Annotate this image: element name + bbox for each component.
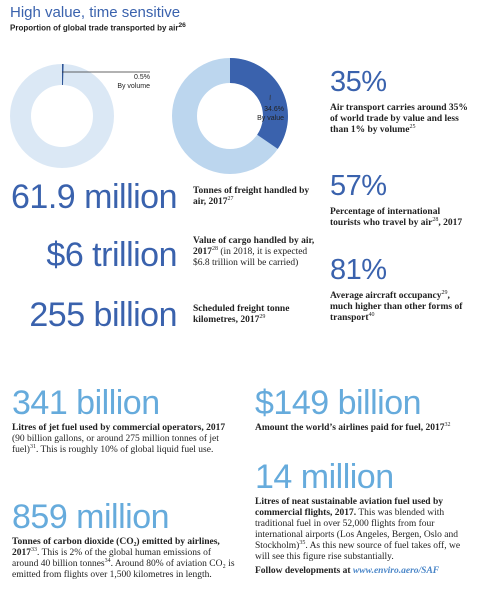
footnote-ref: 28 xyxy=(212,245,218,252)
bold-text: Litres of jet fuel used by commercial op… xyxy=(12,423,226,433)
donut-label: By volume xyxy=(117,83,150,90)
text: Proportion of global trade transported b… xyxy=(10,23,179,33)
stat-text: Tonnes of carbon dioxide (CO₂) emitted b… xyxy=(12,537,237,581)
donut-slice xyxy=(62,64,64,86)
bold-text: Tonnes of freight handled by air, 2017 xyxy=(193,186,310,207)
stat: 859 million Tonnes of carbon dioxide (CO₂… xyxy=(12,498,237,581)
subtitle: Proportion of global trade transported b… xyxy=(10,22,186,33)
bold-text: Amount the world’s airlines paid for fue… xyxy=(255,423,445,433)
stat-text: Percentage of international tourists who… xyxy=(330,207,470,229)
bold-text: Air transport carries around 35% of worl… xyxy=(330,103,468,135)
donut-track xyxy=(10,64,114,168)
bold-text: Follow developments at xyxy=(255,566,353,576)
stat-text: Air transport carries around 35% of worl… xyxy=(330,103,470,136)
footnote-ref: 40 xyxy=(368,311,375,318)
stat-number: 81% xyxy=(330,254,387,286)
footnote-ref: 35 xyxy=(299,539,306,546)
stat-text: Scheduled freight tonne kilometres, 2017… xyxy=(193,304,321,326)
text: . This is 2% of the global human emissio… xyxy=(12,548,211,569)
stat-text: Average aircraft occupancy29, much highe… xyxy=(330,289,470,324)
value-label: 34.6% xyxy=(264,106,284,113)
stat-number: 255 billion xyxy=(29,296,177,334)
footnote-ref: 28 xyxy=(432,216,439,223)
stat-number: $6 trillion xyxy=(46,236,177,274)
stat-text: Amount the world’s airlines paid for fue… xyxy=(255,421,475,434)
text: (90 billion gallons, or around 275 milli… xyxy=(12,434,219,455)
stat: 57% Percentage of international tourists … xyxy=(330,170,470,229)
footnote-ref: 32 xyxy=(444,421,451,428)
stat: 14 million Litres of neat sustainable avi… xyxy=(255,458,470,563)
stat-number: 35% xyxy=(330,66,387,98)
footnote-ref: 29 xyxy=(441,289,448,296)
stat-number: $149 billion xyxy=(255,384,422,422)
stat-text: Tonnes of freight handled by air, 201727 xyxy=(193,186,321,208)
bold-text: Percentage of international tourists who… xyxy=(330,207,441,228)
stat: 341 billion Litres of jet fuel used by co… xyxy=(12,384,237,456)
stat-number: 341 billion xyxy=(12,384,160,422)
stat-number: 14 million xyxy=(255,458,394,496)
stat: 35% Air transport carries around 35% of w… xyxy=(330,66,470,136)
stat-text: Litres of neat sustainable aviation fuel… xyxy=(255,497,470,563)
footnote-ref: 33 xyxy=(31,546,37,553)
stat: 81% Average aircraft occupancy29, much hi… xyxy=(330,254,470,324)
bold-text: Value of cargo handled by air, 2017 xyxy=(193,236,315,257)
title: High value, time sensitive xyxy=(10,4,181,21)
bold-text: Litres of neat sustainable aviation fuel… xyxy=(255,497,443,518)
bold-text: Tonnes of carbon dioxide (CO₂) emitted b… xyxy=(12,537,220,558)
donut-charts: 0.5% By volume 34.6% By value xyxy=(10,58,288,174)
footnote-ref: 27 xyxy=(227,195,234,202)
footnote-ref: 31 xyxy=(29,443,36,450)
footnote-ref: 25 xyxy=(409,123,416,130)
donut-label: By value xyxy=(257,115,284,122)
stat-text: Value of cargo handled by air, 201728 (i… xyxy=(193,236,321,269)
donut-slice xyxy=(230,58,288,149)
footnote-ref: 34 xyxy=(104,557,111,564)
stat-text: Litres of jet fuel used by commercial op… xyxy=(12,423,237,456)
bold-text: Scheduled freight tonne kilometres, 2017 xyxy=(193,304,290,325)
stat-number: 57% xyxy=(330,170,387,202)
footnote-ref: 26 xyxy=(178,22,186,29)
stat: $149 billion Amount the world’s airlines … xyxy=(255,384,475,434)
text: This was blended with traditional fuel i… xyxy=(255,508,458,551)
stat-number: 61.9 million xyxy=(11,178,177,216)
text: . Around 80% of aviation CO₂ is emitted … xyxy=(12,559,235,580)
text: (in 2018, it is expected $6.8 trillion w… xyxy=(193,247,308,268)
bold-text: , 2017 xyxy=(438,218,463,228)
text: . This is roughly 10% of global liquid f… xyxy=(35,445,214,455)
follow-note: Follow developments at www.enviro.aero/S… xyxy=(255,566,439,576)
bold-text: Average aircraft occupancy xyxy=(330,291,442,301)
text: . As this new source of fuel takes off, … xyxy=(255,541,461,562)
footnote-ref: 29 xyxy=(259,313,266,320)
link[interactable]: www.enviro.aero/SAF xyxy=(352,566,440,576)
value-label: 0.5% xyxy=(134,74,150,81)
bold-text: , much higher than other forms of transp… xyxy=(330,291,463,323)
stat-number: 859 million xyxy=(12,498,170,536)
